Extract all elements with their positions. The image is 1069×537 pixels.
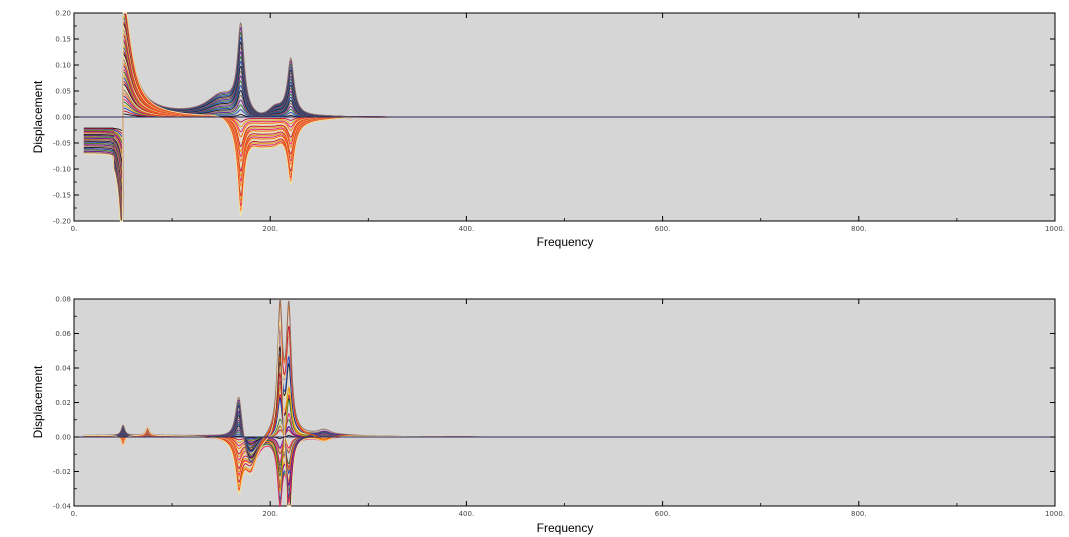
y-tick-label: 0.04 [55, 365, 71, 373]
y-tick-label: 0.00 [55, 434, 71, 442]
series-group [74, 298, 1055, 508]
x-tick-label: 1000. [1045, 225, 1065, 233]
y-tick-label: 0.05 [55, 88, 71, 96]
y-tick-label: 0.10 [55, 62, 71, 70]
y-tick-label: 0.08 [55, 296, 71, 304]
y-tick-label: 0.06 [55, 330, 71, 338]
y-tick-label: -0.05 [53, 140, 71, 148]
y-tick-label: -0.10 [53, 166, 71, 174]
x-tick-label: 600. [655, 510, 671, 518]
x-tick-label: 600. [655, 225, 671, 233]
x-tick-label: 200. [262, 510, 278, 518]
series-group [74, 12, 1055, 222]
x-axis-label: Frequency [537, 521, 594, 535]
y-tick-label: -0.20 [53, 218, 71, 226]
axes: -0.20-0.15-0.10-0.050.000.050.100.150.20… [53, 10, 1065, 234]
x-tick-label: 400. [459, 225, 475, 233]
x-tick-label: 400. [459, 510, 475, 518]
y-tick-label: 0.20 [55, 10, 71, 18]
axes: -0.04 -0.02 0.00 0.02 0.04 0.06 0.08 0. 200. 400.… [53, 296, 1065, 519]
y-tick-label: -0.04 [53, 503, 72, 511]
y-tick-label: -0.02 [53, 468, 71, 476]
y-tick-label: -0.15 [53, 192, 71, 200]
x-tick-label: 800. [851, 225, 867, 233]
x-axis-label: Frequency [537, 235, 594, 249]
x-tick-label: 1000. [1045, 510, 1065, 518]
x-tick-label: 0. [71, 225, 78, 233]
top-displacement-chart: -0.20-0.15-0.10-0.050.000.050.100.150.20… [31, 10, 1065, 250]
y-tick-label: 0.00 [55, 114, 71, 122]
y-tick-label: 0.02 [55, 399, 71, 407]
y-axis-label: Displacement [31, 365, 45, 438]
x-tick-label: 0. [71, 510, 78, 518]
x-tick-label: 200. [262, 225, 278, 233]
x-tick-label: 800. [851, 510, 867, 518]
y-axis-label: Displacement [31, 80, 45, 153]
plot-area [73, 298, 1056, 507]
bottom-displacement-chart: -0.04 -0.02 0.00 0.02 0.04 0.06 0.08 0. 200. 400.… [31, 296, 1065, 536]
y-tick-label: 0.15 [55, 36, 71, 44]
